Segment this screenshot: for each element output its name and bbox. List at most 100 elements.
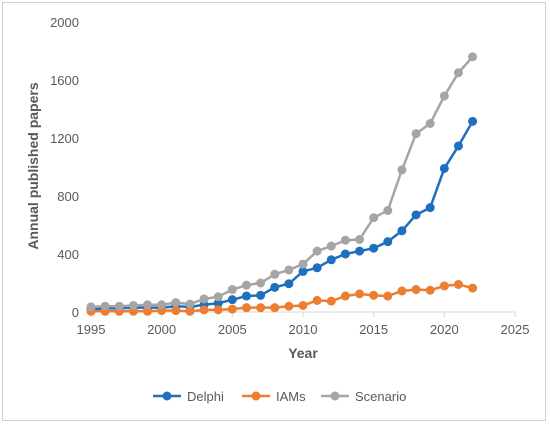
series-scenario <box>86 52 478 312</box>
data-point-scenario <box>171 298 181 308</box>
data-point-iams <box>397 286 407 296</box>
y-axis: 0 400 800 1200 1600 2000 <box>50 15 79 320</box>
data-point-delphi <box>425 203 435 213</box>
legend-marker-delphi <box>162 391 172 401</box>
data-point-iams <box>411 285 421 295</box>
data-point-scenario <box>355 235 365 244</box>
data-point-scenario <box>256 278 266 288</box>
data-point-delphi <box>241 291 251 301</box>
data-point-iams <box>171 306 181 316</box>
data-point-iams <box>369 290 379 300</box>
data-point-iams <box>213 305 223 315</box>
data-point-delphi <box>312 263 322 273</box>
data-point-iams <box>468 283 478 293</box>
data-point-iams <box>241 303 251 313</box>
y-tick-label: 0 <box>72 305 79 320</box>
data-point-delphi <box>284 279 294 289</box>
y-tick-label: 400 <box>57 247 79 262</box>
y-tick-label: 2000 <box>50 15 79 30</box>
data-point-scenario <box>114 301 124 311</box>
data-point-delphi <box>298 266 308 276</box>
data-point-scenario <box>298 259 308 269</box>
data-point-scenario <box>185 299 195 309</box>
data-point-iams <box>453 279 463 289</box>
y-tick-label: 1200 <box>50 131 79 146</box>
data-point-delphi <box>468 116 478 126</box>
legend-label-iams: IAMs <box>276 389 306 404</box>
data-point-delphi <box>411 210 421 220</box>
y-axis-title: Annual published papers <box>25 82 41 249</box>
series-delphi <box>86 116 478 314</box>
data-point-iams <box>143 306 153 316</box>
data-point-scenario <box>213 292 223 302</box>
x-axis: 1995 2000 2005 2010 2015 2020 2025 <box>77 311 530 337</box>
data-point-scenario <box>411 129 421 139</box>
data-point-iams <box>298 300 308 310</box>
x-tick-label: 2000 <box>147 322 176 337</box>
data-point-scenario <box>383 206 393 215</box>
legend-marker-iams <box>251 391 261 401</box>
y-tick-label: 1600 <box>50 73 79 88</box>
legend-item-delphi: Delphi <box>153 389 224 404</box>
x-tick-label: 2025 <box>501 322 530 337</box>
data-point-delphi <box>213 298 223 308</box>
data-point-scenario <box>326 241 336 251</box>
data-point-iams <box>326 296 336 306</box>
data-point-scenario <box>468 52 478 62</box>
data-point-iams <box>340 291 350 301</box>
data-point-delphi <box>439 163 449 173</box>
data-point-scenario <box>227 285 237 295</box>
data-point-delphi <box>355 246 365 256</box>
data-point-delphi <box>397 226 407 236</box>
data-point-delphi <box>383 237 393 247</box>
data-point-scenario <box>143 300 153 310</box>
data-point-scenario <box>453 68 463 78</box>
legend-label-scenario: Scenario <box>355 389 406 404</box>
y-tick-label: 800 <box>57 189 79 204</box>
data-point-iams <box>284 301 294 311</box>
x-axis-title: Year <box>288 345 318 361</box>
data-point-iams <box>439 281 449 291</box>
data-point-scenario <box>284 265 294 275</box>
x-tick-label: 2005 <box>218 322 247 337</box>
data-point-iams <box>355 289 365 299</box>
data-point-delphi <box>340 249 350 259</box>
data-point-delphi <box>270 282 280 292</box>
data-point-iams <box>312 295 322 305</box>
legend-item-scenario: Scenario <box>321 389 406 404</box>
series-line-delphi <box>90 120 474 311</box>
data-point-iams <box>383 291 393 301</box>
legend-marker-scenario <box>330 391 340 401</box>
series-line-iams <box>91 283 473 313</box>
data-point-scenario <box>157 300 167 310</box>
data-point-scenario <box>425 119 435 128</box>
data-point-iams <box>199 305 209 315</box>
data-point-scenario <box>397 165 407 175</box>
data-point-scenario <box>100 301 110 311</box>
data-point-scenario <box>439 91 449 101</box>
data-point-iams <box>425 285 435 295</box>
data-point-scenario <box>199 294 209 304</box>
data-point-iams <box>256 303 266 313</box>
x-tick-label: 1995 <box>77 322 106 337</box>
data-point-iams <box>185 306 195 316</box>
legend-item-iams: IAMs <box>242 389 306 404</box>
data-point-delphi <box>326 255 336 265</box>
data-point-delphi <box>453 141 463 151</box>
data-point-scenario <box>340 235 350 245</box>
data-point-delphi <box>256 290 266 300</box>
data-point-iams <box>227 304 237 314</box>
data-point-scenario <box>128 300 138 310</box>
data-point-iams <box>270 303 280 313</box>
data-point-scenario <box>312 246 322 256</box>
data-point-delphi <box>227 295 237 305</box>
x-tick-label: 2010 <box>289 322 318 337</box>
data-point-scenario <box>369 213 379 223</box>
x-tick-label: 2020 <box>430 322 459 337</box>
series-iams <box>86 279 478 316</box>
series-layer <box>86 52 478 316</box>
series-line-scenario <box>90 55 474 309</box>
data-point-delphi <box>369 243 379 253</box>
x-tick-label: 2015 <box>359 322 388 337</box>
